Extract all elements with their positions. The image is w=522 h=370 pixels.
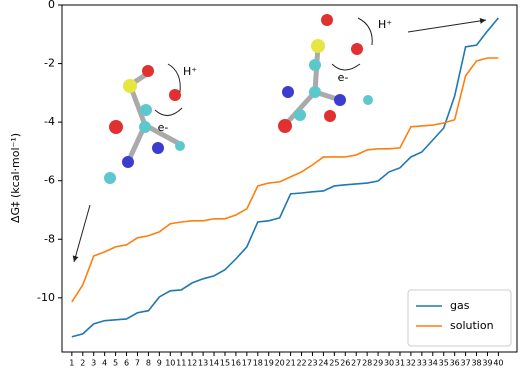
y-tick-label: -8: [44, 232, 55, 245]
x-tick-label: 23: [307, 359, 317, 368]
arrow: [407, 17, 487, 33]
x-tick-label: 25: [329, 359, 339, 368]
annotation: e-: [338, 71, 349, 84]
x-tick-label: 28: [362, 359, 372, 368]
legend-label: solution: [450, 319, 494, 332]
x-tick-label: 37: [461, 359, 471, 368]
x-tick-label: 10: [165, 359, 175, 368]
x-tick-label: 8: [146, 359, 151, 368]
y-tick-label: -10: [37, 291, 55, 304]
x-tick-label: 40: [493, 359, 503, 368]
x-tick-label: 3: [91, 359, 96, 368]
x-tick-label: 22: [296, 359, 306, 368]
x-tick-label: 33: [417, 359, 427, 368]
x-tick-label: 7: [135, 359, 140, 368]
x-tick-label: 9: [157, 359, 162, 368]
series-line: [71, 57, 499, 303]
x-tick-label: 6: [124, 359, 129, 368]
annotation: e-: [158, 121, 169, 134]
arrow: [72, 204, 91, 263]
x-tick-label: 34: [428, 359, 438, 368]
x-tick-label: 14: [209, 359, 219, 368]
x-tick-label: 27: [351, 359, 361, 368]
x-tick-label: 4: [102, 359, 107, 368]
x-tick-label: 26: [340, 359, 350, 368]
x-tick-label: 5: [113, 359, 118, 368]
x-tick-label: 32: [406, 359, 416, 368]
x-tick-label: 24: [318, 359, 328, 368]
legend-label: gas: [450, 299, 470, 312]
x-tick-label: 39: [482, 359, 492, 368]
x-tick-label: 2: [80, 359, 85, 368]
y-tick-label: -2: [44, 57, 55, 70]
x-tick-label: 15: [220, 359, 230, 368]
y-tick-label: 0: [48, 0, 55, 11]
annotation: H⁺: [183, 65, 197, 78]
y-tick-label: -6: [44, 174, 55, 187]
x-tick-label: 16: [231, 359, 241, 368]
plot-frame: [61, 4, 518, 353]
x-tick-label: 31: [395, 359, 405, 368]
x-tick-label: 12: [187, 359, 197, 368]
x-tick-label: 36: [450, 359, 460, 368]
y-tick-label: -4: [44, 115, 55, 128]
x-tick-label: 30: [384, 359, 394, 368]
annotation: H⁺: [378, 18, 392, 31]
x-tick-label: 38: [471, 359, 481, 368]
x-tick-label: 29: [373, 359, 383, 368]
x-tick-label: 11: [176, 359, 186, 368]
series-line: [71, 17, 500, 338]
x-tick-label: 35: [439, 359, 449, 368]
x-tick-label: 19: [264, 359, 274, 368]
x-tick-label: 20: [275, 359, 285, 368]
x-tick-label: 17: [242, 359, 252, 368]
legend-box: [407, 289, 512, 347]
x-tick-label: 18: [253, 359, 263, 368]
molecule-decor: [104, 14, 373, 184]
x-tick-label: 21: [286, 359, 296, 368]
y-axis-label: ΔG‡ (kcal·mol⁻¹): [9, 133, 22, 223]
x-tick-label: 13: [198, 359, 208, 368]
x-tick-label: 1: [69, 359, 74, 368]
